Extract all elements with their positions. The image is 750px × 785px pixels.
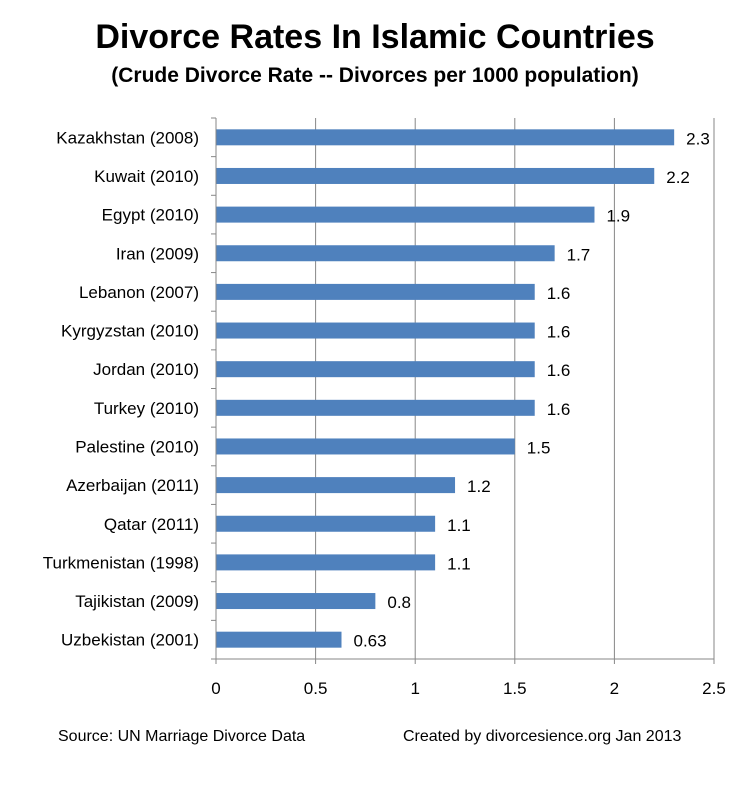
data-label: 1.1 [447,554,471,573]
chart-subtitle: (Crude Divorce Rate -- Divorces per 1000… [111,64,639,87]
bar [216,167,655,184]
x-tick-label: 0 [211,679,220,698]
bar [216,515,436,532]
category-label: Uzbekistan (2001) [61,631,199,650]
bar [216,399,535,416]
bars [216,129,675,648]
category-label: Kyrgyzstan (2010) [61,322,199,341]
category-label: Tajikistan (2009) [75,592,199,611]
bar [216,206,595,223]
category-label: Turkey (2010) [94,399,199,418]
category-label: Kazakhstan (2008) [56,128,199,147]
data-label: 2.3 [686,129,710,148]
bar [216,361,535,378]
x-tick-label: 0.5 [304,679,328,698]
data-label: 1.6 [547,284,571,303]
bar [216,322,535,339]
category-label: Turkmenistan (1998) [43,553,199,572]
data-label: 1.1 [447,516,471,535]
chart-title: Divorce Rates In Islamic Countries [95,18,655,56]
bar [216,438,515,455]
data-label: 0.63 [353,632,386,651]
bar [216,283,535,300]
category-label: Kuwait (2010) [94,167,199,186]
credit-note: Created by divorcesience.org Jan 2013 [403,728,682,745]
axes [211,117,715,664]
bar [216,593,376,610]
data-label: 1.2 [467,477,491,496]
x-tick-label: 1 [410,679,419,698]
bar [216,245,555,262]
data-label: 1.6 [547,400,571,419]
x-tick-label: 1.5 [503,679,527,698]
category-label: Azerbaijan (2011) [66,476,199,495]
bar [216,631,342,648]
data-label: 0.8 [387,593,411,612]
category-label: Iran (2009) [116,244,199,263]
data-label: 1.9 [606,207,630,226]
category-label: Egypt (2010) [102,206,199,225]
category-label: Jordan (2010) [93,360,199,379]
labels: 0 0.5 1 1.5 2 2.5 Kazakhstan (2008) 2.3 Kuwait (… [43,128,726,698]
data-label: 1.6 [547,361,571,380]
bar [216,129,675,146]
source-note: Source: UN Marriage Divorce Data [58,728,306,745]
gridlines [315,118,715,659]
category-label: Lebanon (2007) [79,283,199,302]
x-tick-label: 2.5 [702,679,726,698]
data-label: 1.6 [547,323,571,342]
bar [216,554,436,571]
category-label: Palestine (2010) [75,437,199,456]
data-label: 1.7 [567,245,591,264]
bar [216,477,456,494]
data-label: 1.5 [527,438,551,457]
data-label: 2.2 [666,168,690,187]
x-tick-label: 2 [610,679,619,698]
category-label: Qatar (2011) [104,515,199,534]
